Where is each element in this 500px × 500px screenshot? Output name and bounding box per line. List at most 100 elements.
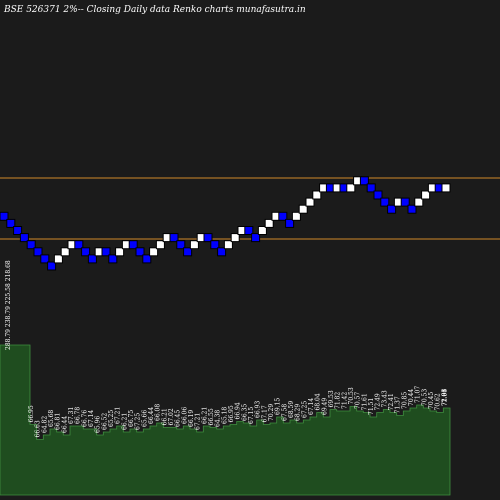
- brick-up-23: [149, 247, 159, 257]
- volume-label-40: 67.58: [281, 404, 288, 421]
- volume-label-57: 71.37: [395, 396, 402, 413]
- brick-up-9: [53, 254, 63, 264]
- brick-down-12: [74, 240, 84, 250]
- brick-down-42: [278, 211, 288, 221]
- brick-up-52: [346, 183, 356, 193]
- volume-label-46: 69.49: [321, 398, 328, 415]
- volume-label-48: 71.82: [335, 392, 342, 409]
- brick-down-43: [285, 218, 295, 228]
- brick-down-17: [108, 254, 118, 264]
- volume-label-59: 70.44: [408, 389, 415, 406]
- volume-label-38: 70.29: [268, 404, 275, 421]
- volume-label-6: 66.81: [55, 413, 62, 430]
- brick-up-63: [421, 190, 431, 200]
- volume-label-60: 71.07: [415, 386, 422, 403]
- brick-down-33: [217, 247, 227, 257]
- brick-down-26: [169, 233, 179, 243]
- volume-label-47: 69.53: [328, 390, 335, 407]
- volume-label-36: 66.93: [255, 401, 262, 418]
- volume-label-11: 67.14: [88, 410, 95, 427]
- brick-down-4: [19, 233, 29, 243]
- volume-label-4: 64.82: [41, 416, 48, 433]
- brick-down-8: [47, 261, 57, 271]
- brick-up-18: [115, 247, 125, 257]
- brick-down-5: [26, 240, 36, 250]
- volume-label-41: 68.59: [288, 401, 295, 418]
- volume-label-37: 67.17: [261, 405, 268, 422]
- volume-label-61: 70.53: [421, 389, 428, 406]
- brick-up-10: [60, 247, 70, 257]
- chart-title: BSE 526371 2%-- Closing Daily data Renko…: [3, 5, 306, 15]
- brick-down-13: [81, 247, 91, 257]
- volume-area: [0, 344, 451, 496]
- brick-up-29: [189, 240, 199, 250]
- brick-down-56: [373, 190, 383, 200]
- volume-label-55: 73.43: [381, 390, 388, 407]
- brick-down-27: [176, 240, 186, 250]
- volume-label-27: 67.21: [195, 413, 202, 430]
- volume-label-31: 65.18: [221, 407, 228, 424]
- brick-down-3: [13, 226, 23, 235]
- volume-label-30: 64.38: [215, 410, 222, 427]
- volume-label-28: 66.21: [201, 407, 208, 424]
- brick-down-38: [251, 233, 261, 243]
- brick-down-2: [6, 218, 16, 228]
- volume-label-52: 71.61: [361, 393, 368, 410]
- volume-label-13: 66.52: [101, 413, 108, 430]
- volume-label-8: 67.31: [68, 407, 75, 424]
- volume-label-7: 66.44: [61, 416, 68, 433]
- volume-label-65: 72.01: [441, 389, 448, 406]
- volume-label-21: 66.08: [155, 404, 162, 421]
- brick-up-45: [298, 204, 308, 214]
- volume-label-24: 66.45: [175, 410, 182, 427]
- brick-down-32: [210, 240, 220, 250]
- brick-down-16: [101, 247, 111, 257]
- brick-up-24: [155, 240, 165, 250]
- brick-up-44: [291, 211, 301, 221]
- brick-down-58: [387, 204, 397, 214]
- brick-down-60: [400, 197, 410, 207]
- volume-label-34: 66.35: [241, 404, 248, 421]
- volume-label-1: 288.79 238.79 225.58 218.68: [5, 260, 12, 350]
- volume-label-53: 71.51: [368, 398, 375, 415]
- volume-label-14: 65.25: [108, 410, 115, 427]
- volume-label-58: 70.85: [401, 392, 408, 409]
- volume-label-18: 67.25: [135, 413, 142, 430]
- brick-down-6: [33, 247, 43, 257]
- brick-up-39: [257, 226, 267, 235]
- volume-label-45: 68.04: [315, 393, 322, 410]
- volume-label-15: 67.21: [115, 407, 122, 424]
- brick-down-54: [359, 176, 369, 186]
- volume-panel: [0, 344, 451, 496]
- brick-up-66: [441, 183, 451, 193]
- volume-label-51: 70.57: [355, 392, 362, 409]
- brick-down-20: [128, 240, 138, 250]
- brick-down-37: [244, 226, 254, 235]
- renko-bricks: [0, 176, 451, 271]
- volume-label-63: 70.62: [435, 393, 442, 410]
- brick-up-62: [414, 197, 424, 207]
- brick-down-21: [135, 247, 145, 257]
- volume-label-64: 71.93: [441, 389, 448, 406]
- volume-label-26: 66.19: [188, 410, 195, 427]
- brick-down-57: [380, 197, 390, 207]
- volume-label-32: 66.95: [228, 405, 235, 422]
- brick-down-1: [0, 211, 9, 221]
- volume-label-22: 66.21: [161, 408, 168, 425]
- volume-label-9: 66.78: [75, 407, 82, 424]
- volume-label-19: 65.66: [141, 410, 148, 427]
- volume-label-43: 67.25: [301, 401, 308, 418]
- brick-up-34: [223, 240, 233, 250]
- brick-down-61: [407, 204, 417, 214]
- volume-label-66: 72.66: [441, 389, 448, 406]
- brick-up-47: [312, 190, 322, 200]
- volume-label-62: 70.45: [428, 392, 435, 409]
- brick-down-7: [40, 254, 50, 264]
- volume-label-5: 65.68: [48, 410, 55, 427]
- brick-down-31: [203, 233, 213, 243]
- volume-label-49: 71.42: [341, 392, 348, 409]
- volume-label-56: 72.41: [388, 393, 395, 410]
